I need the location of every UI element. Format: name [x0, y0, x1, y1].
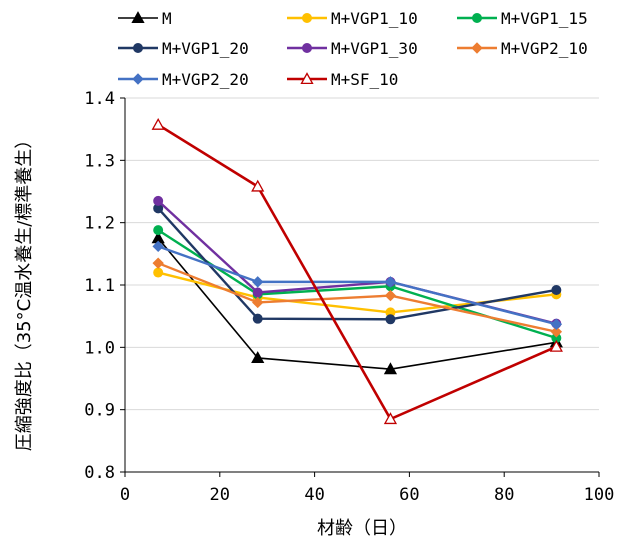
data-point [131, 11, 145, 24]
legend-label: M+VGP1_10 [331, 9, 418, 28]
y-tick-label: 0.9 [84, 401, 115, 421]
series-line [157, 199, 557, 325]
data-point [152, 240, 164, 253]
data-point [153, 195, 164, 206]
series-m-vgp2-20 [152, 240, 563, 330]
data-point [300, 72, 314, 85]
data-point [132, 73, 144, 85]
y-tick-label: 1.4 [84, 89, 115, 109]
data-point [472, 13, 482, 23]
axes [120, 97, 600, 477]
x-tick-label: 20 [210, 485, 230, 505]
data-point [251, 179, 265, 192]
data-point [251, 351, 265, 363]
data-point [151, 117, 165, 130]
legend-label: M [162, 9, 172, 28]
data-point [471, 42, 483, 54]
x-tick-label: 80 [494, 485, 514, 505]
legend-label: M+VGP2_20 [162, 70, 249, 89]
data-point [153, 225, 164, 236]
legend-label: M+SF_10 [331, 70, 398, 89]
series-line [157, 262, 557, 333]
legend-label: M+VGP1_30 [331, 39, 418, 58]
data-point [302, 43, 312, 53]
x-tick-label: 60 [399, 485, 419, 505]
data-point [385, 314, 396, 325]
series-lines [151, 117, 563, 425]
data-point [302, 13, 312, 23]
legend-item: M+VGP1_15 [457, 9, 588, 28]
data-point [133, 43, 143, 53]
series-m-sf-10 [151, 117, 563, 425]
data-point [383, 412, 398, 425]
data-point [252, 313, 263, 324]
series-line [157, 123, 557, 421]
y-tick-label: 0.8 [84, 463, 115, 483]
y-tick-label: 1.0 [84, 338, 115, 358]
legend: M M+VGP1_10 M+VGP1_15 M+VGP1_20 M+VGP1_30 M+V… [118, 9, 588, 89]
data-point [383, 362, 398, 375]
legend-item: M [118, 9, 172, 28]
y-tick-label: 1.2 [84, 214, 115, 234]
series-line [157, 207, 557, 321]
x-tick-label: 0 [120, 485, 130, 505]
legend-item: M+VGP2_20 [118, 70, 249, 89]
legend-item: M+VGP2_10 [457, 39, 588, 58]
y-tick-label: 1.3 [84, 151, 115, 171]
legend-item: M+VGP1_10 [287, 9, 418, 28]
x-axis-title: 材齢（日） [317, 518, 407, 539]
x-tick-label: 100 [584, 485, 615, 505]
y-tick-label: 1.1 [84, 276, 115, 296]
legend-label: M+VGP2_10 [501, 39, 588, 58]
data-point [384, 289, 397, 302]
data-point [153, 267, 164, 278]
series-line [157, 245, 557, 326]
legend-item: M+SF_10 [287, 70, 398, 89]
data-point [551, 284, 562, 295]
legend-item: M+VGP1_30 [287, 39, 418, 58]
series-m-vgp2-10 [152, 257, 563, 338]
data-point [549, 339, 563, 352]
data-point [152, 257, 164, 269]
legend-label: M+VGP1_15 [501, 9, 588, 28]
tick-labels: 0.8 0.9 1.0 1.1 1.2 1.3 1.4 0 20 40 60 80 100 [84, 89, 614, 505]
x-tick-label: 40 [304, 485, 324, 505]
series-line [157, 237, 557, 370]
data-point [550, 318, 563, 330]
data-point [252, 296, 264, 309]
data-point [384, 276, 397, 288]
y-axis-title: 圧縮強度比（35°C温水養生/標準養生） [14, 131, 35, 452]
series-line [157, 271, 557, 314]
data-point [550, 326, 563, 338]
data-point [252, 287, 263, 298]
legend-item: M+VGP1_20 [118, 39, 249, 58]
legend-label: M+VGP1_20 [162, 39, 249, 58]
data-point [252, 276, 264, 288]
